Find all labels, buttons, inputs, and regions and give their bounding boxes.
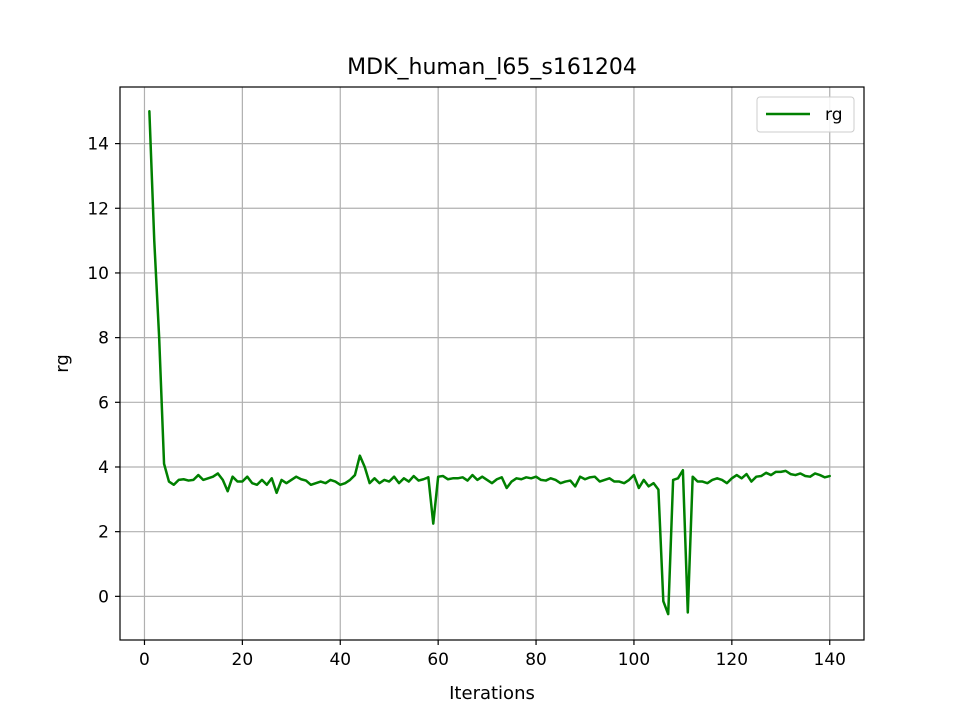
y-tick-label: 8 — [98, 329, 109, 349]
y-axis-label: rg — [52, 354, 73, 373]
chart-title: MDK_human_l65_s161204 — [347, 55, 637, 80]
x-axis-label: Iterations — [449, 683, 535, 704]
x-tick-label: 60 — [427, 650, 449, 670]
y-tick-label: 6 — [98, 393, 109, 413]
x-tick-label: 120 — [716, 650, 748, 670]
y-tick-label: 4 — [98, 458, 109, 478]
x-tick-label: 20 — [232, 650, 254, 670]
series-line-rg — [148, 110, 831, 616]
y-tick-label: 14 — [87, 135, 109, 155]
tick-layer: 0 20 40 60 80 100 120 140 0 2 4 6 8 10 12 14 — [87, 135, 846, 670]
grid-layer — [120, 87, 864, 640]
legend-label-rg: rg — [825, 105, 842, 125]
y-tick-label: 10 — [87, 264, 109, 284]
x-tick-label: 100 — [618, 650, 650, 670]
y-tick-label: 12 — [87, 199, 109, 219]
legend: rg — [756, 96, 855, 133]
plot-layer — [148, 110, 831, 616]
x-tick-label: 0 — [139, 650, 150, 670]
x-tick-label: 40 — [329, 650, 351, 670]
x-tick-label: 140 — [814, 650, 846, 670]
y-tick-label: 2 — [98, 523, 109, 543]
x-tick-label: 80 — [525, 650, 547, 670]
y-tick-label: 0 — [98, 587, 109, 607]
axes-frame — [119, 86, 865, 641]
